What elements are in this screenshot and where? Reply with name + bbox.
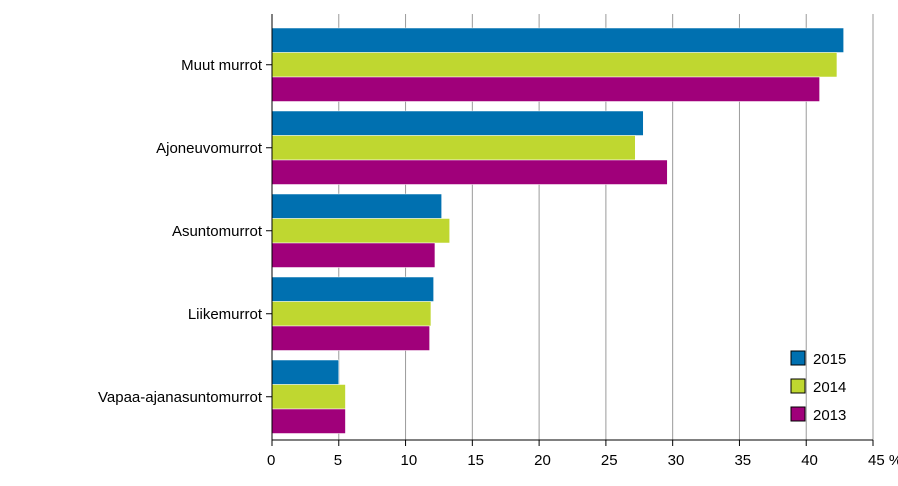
legend-swatch-2014: [790, 378, 806, 394]
legend: 2015 2014 2013: [790, 350, 846, 424]
bar-2014-0: [271, 52, 838, 78]
bar-2013-3: [271, 325, 430, 351]
legend-label: 2014: [813, 379, 846, 396]
x-tick-label: 20: [534, 452, 551, 469]
category-label: Ajoneuvomurrot: [156, 140, 263, 157]
legend-swatch-2013: [790, 406, 806, 422]
legend-label: 2015: [813, 351, 846, 368]
bar-2013-0: [271, 76, 820, 102]
x-tick-label: 5: [334, 452, 342, 469]
legend-swatch-2015: [790, 350, 806, 366]
x-tick-label: 0: [267, 452, 275, 469]
bar-2013-2: [271, 242, 436, 268]
category-label: Liikemurrot: [188, 306, 263, 323]
bar-2013-4: [271, 408, 346, 434]
bars: [271, 27, 844, 434]
x-tick-label: 10: [401, 452, 418, 469]
bar-2014-4: [271, 384, 346, 410]
category-label: Vapaa-ajanasuntomurrot: [98, 389, 263, 406]
bar-2014-3: [271, 301, 432, 327]
bar-2015-4: [271, 359, 340, 385]
category-label: Muut murrot: [181, 57, 263, 74]
bar-2015-0: [271, 27, 844, 53]
category-label: Asuntomurrot: [172, 223, 263, 240]
bar-2013-1: [271, 159, 668, 185]
bar-2015-2: [271, 193, 442, 219]
x-tick-label: 25: [601, 452, 618, 469]
bar-2014-1: [271, 135, 636, 161]
x-tick-label: 30: [668, 452, 685, 469]
bar-2015-1: [271, 110, 644, 136]
x-tick-label: 40: [801, 452, 818, 469]
bar-2014-2: [271, 218, 450, 244]
axes: 0 5 10 15 20 25 30 35 40 45 % Muut murrot Ajoneuvom…: [98, 14, 898, 469]
x-tick-label: 45 %: [868, 452, 898, 469]
x-tick-label: 35: [734, 452, 751, 469]
bar-2015-3: [271, 276, 434, 302]
x-tick-label: 15: [467, 452, 484, 469]
legend-label: 2013: [813, 407, 846, 424]
